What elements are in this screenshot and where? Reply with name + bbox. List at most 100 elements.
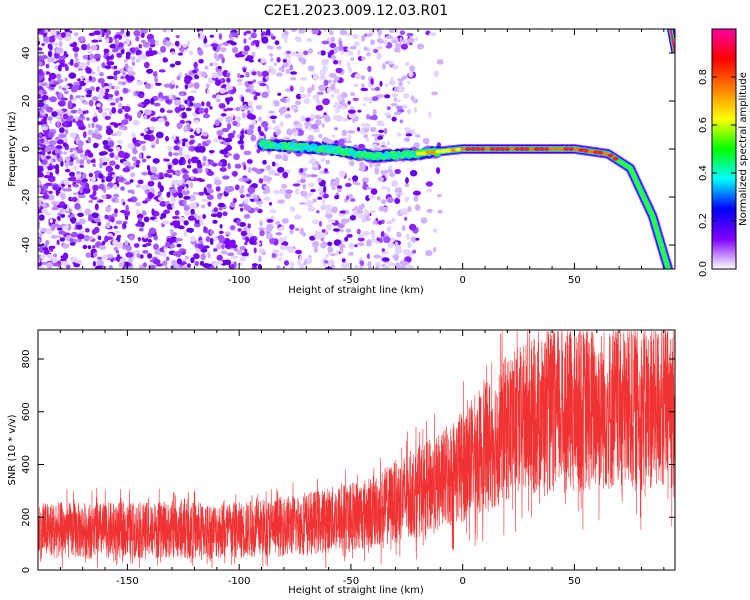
- noise-speckle: [213, 207, 219, 213]
- noise-speckle: [296, 52, 304, 59]
- noise-speckle: [219, 43, 223, 47]
- signal-core: [263, 142, 270, 147]
- noise-speckle: [247, 186, 256, 194]
- noise-speckle: [388, 165, 393, 170]
- noise-speckle: [282, 59, 287, 63]
- noise-speckle: [407, 206, 412, 213]
- noise-speckle: [281, 218, 289, 224]
- noise-speckle: [377, 45, 383, 50]
- noise-speckle: [239, 246, 246, 251]
- snr-xtick-label: -100: [228, 576, 251, 587]
- noise-speckle: [73, 62, 79, 68]
- noise-speckle: [307, 206, 316, 212]
- noise-speckle: [81, 43, 88, 51]
- noise-speckle: [159, 185, 164, 193]
- noise-speckle: [253, 207, 259, 212]
- noise-speckle: [307, 134, 315, 141]
- noise-speckle: [42, 247, 49, 251]
- noise-speckle: [129, 179, 134, 183]
- noise-speckle: [61, 121, 69, 128]
- signal-core: [548, 147, 555, 151]
- noise-speckle: [358, 204, 363, 211]
- noise-speckle: [335, 250, 340, 256]
- noise-speckle: [246, 113, 254, 120]
- noise-speckle: [270, 57, 274, 63]
- noise-speckle: [399, 265, 405, 269]
- noise-speckle: [259, 220, 263, 227]
- noise-speckle: [350, 92, 356, 96]
- noise-speckle: [238, 178, 244, 182]
- noise-speckle: [55, 145, 63, 150]
- noise-speckle: [114, 90, 120, 97]
- noise-speckle: [329, 253, 336, 257]
- spectrogram-ytick-label: -20: [21, 189, 32, 205]
- noise-speckle: [271, 252, 276, 258]
- noise-speckle: [197, 48, 204, 56]
- noise-speckle: [236, 78, 243, 83]
- noise-speckle: [273, 172, 281, 177]
- signal-core: [435, 149, 442, 154]
- noise-speckle: [241, 50, 248, 56]
- noise-speckle: [331, 264, 335, 269]
- noise-speckle: [218, 53, 224, 59]
- noise-speckle: [87, 136, 92, 143]
- noise-speckle: [142, 200, 148, 204]
- noise-speckle: [55, 73, 62, 79]
- noise-speckle: [338, 170, 346, 178]
- noise-speckle: [119, 262, 125, 266]
- noise-speckle: [102, 157, 110, 162]
- noise-speckle: [244, 177, 250, 182]
- noise-speckle: [248, 124, 255, 130]
- signal-core: [612, 156, 619, 161]
- noise-speckle: [151, 189, 156, 194]
- noise-speckle: [38, 89, 44, 96]
- noise-speckle: [163, 58, 169, 63]
- noise-speckle: [92, 245, 96, 249]
- noise-speckle: [321, 241, 327, 248]
- noise-speckle: [133, 250, 141, 254]
- noise-speckle: [384, 40, 388, 46]
- noise-speckle: [69, 148, 74, 152]
- noise-speckle: [385, 173, 389, 178]
- noise-speckle: [363, 96, 370, 102]
- noise-speckle: [407, 108, 411, 115]
- noise-speckle: [361, 35, 366, 42]
- noise-speckle: [70, 109, 78, 114]
- noise-speckle: [212, 261, 220, 267]
- noise-speckle: [399, 192, 404, 196]
- noise-speckle: [286, 50, 291, 55]
- noise-speckle: [337, 187, 342, 193]
- noise-speckle: [217, 66, 222, 70]
- noise-speckle: [53, 223, 61, 228]
- noise-speckle: [218, 207, 223, 211]
- noise-speckle: [402, 261, 408, 267]
- noise-speckle: [114, 34, 123, 41]
- noise-speckle: [138, 217, 143, 222]
- noise-speckle: [182, 169, 188, 174]
- noise-speckle: [41, 189, 49, 194]
- noise-speckle: [124, 58, 128, 63]
- noise-speckle: [332, 88, 340, 94]
- noise-speckle: [94, 203, 99, 211]
- snr-ytick-label: 600: [21, 402, 32, 421]
- noise-speckle: [38, 102, 45, 108]
- noise-speckle: [243, 164, 247, 171]
- noise-speckle: [91, 122, 95, 129]
- noise-speckle: [59, 237, 66, 242]
- noise-speckle: [74, 57, 79, 63]
- noise-speckle: [83, 234, 90, 242]
- noise-speckle: [392, 65, 399, 70]
- noise-speckle: [152, 158, 160, 164]
- noise-speckle: [286, 128, 293, 136]
- noise-speckle: [168, 151, 173, 157]
- noise-speckle: [259, 83, 267, 87]
- noise-speckle: [170, 222, 175, 226]
- noise-speckle: [38, 121, 43, 125]
- noise-speckle: [395, 262, 401, 269]
- signal-core: [356, 152, 363, 156]
- noise-speckle: [203, 226, 207, 233]
- noise-speckle: [298, 57, 305, 63]
- signal-core: [573, 147, 580, 152]
- signal-core: [553, 147, 560, 151]
- noise-speckle: [347, 129, 356, 134]
